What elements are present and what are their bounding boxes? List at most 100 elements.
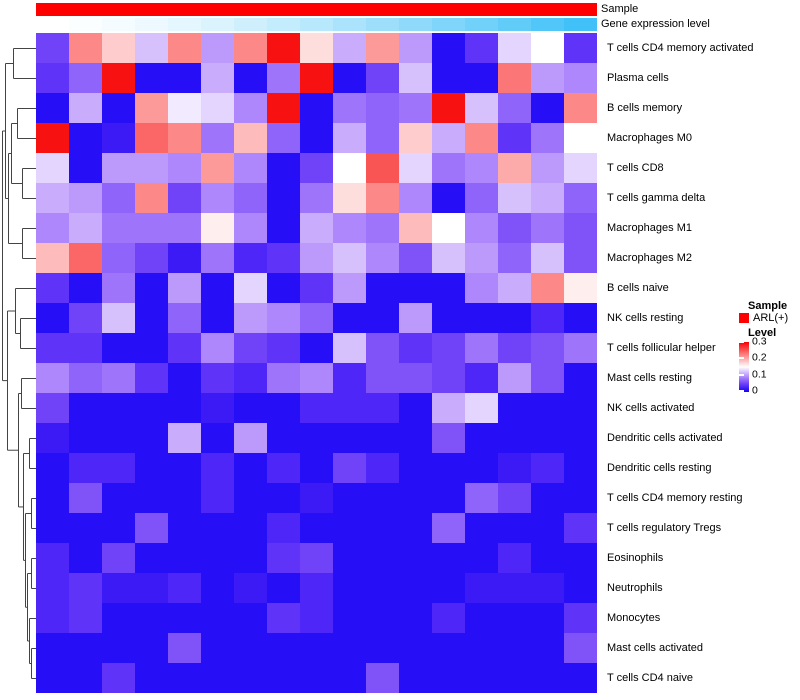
heatmap-cell <box>69 93 102 123</box>
sample-annotation-label: Sample <box>601 3 639 15</box>
heatmap-cell <box>333 63 366 93</box>
heatmap-cell <box>201 573 234 603</box>
heatmap-cell <box>399 633 432 663</box>
heatmap-cell <box>465 93 498 123</box>
heatmap-cell <box>531 153 564 183</box>
gene-expression-annotation-cell <box>432 18 465 31</box>
heatmap-cell <box>564 273 597 303</box>
heatmap-cell <box>267 663 300 693</box>
heatmap-cell <box>300 453 333 483</box>
heatmap-cell <box>234 183 267 213</box>
heatmap-cell <box>36 123 69 153</box>
heatmap-cell <box>366 243 399 273</box>
heatmap-cell <box>564 663 597 693</box>
heatmap-cell <box>234 213 267 243</box>
heatmap-cell <box>267 393 300 423</box>
heatmap-cell <box>366 483 399 513</box>
heatmap-cell <box>564 513 597 543</box>
heatmap-cell <box>465 633 498 663</box>
legend-tick-label: 0 <box>752 384 758 397</box>
row-label: Mast cells activated <box>607 642 703 654</box>
heatmap-cell <box>465 603 498 633</box>
heatmap-cell <box>36 363 69 393</box>
heatmap-cell <box>69 453 102 483</box>
heatmap-cell <box>498 633 531 663</box>
heatmap-cell <box>399 333 432 363</box>
heatmap-cell <box>36 513 69 543</box>
heatmap-cell <box>102 33 135 63</box>
heatmap-cell <box>300 573 333 603</box>
heatmap-cell <box>234 663 267 693</box>
heatmap-cell <box>564 93 597 123</box>
heatmap-cell <box>300 513 333 543</box>
heatmap-cell <box>333 303 366 333</box>
heatmap-cell <box>498 453 531 483</box>
heatmap-cell <box>531 363 564 393</box>
gene-expression-annotation-cell <box>498 18 531 31</box>
heatmap-cell <box>201 153 234 183</box>
heatmap-cell <box>399 363 432 393</box>
heatmap-cell <box>366 513 399 543</box>
heatmap-cell <box>564 543 597 573</box>
heatmap-cell <box>300 93 333 123</box>
heatmap-cell <box>36 93 69 123</box>
heatmap-cell <box>564 213 597 243</box>
heatmap-cell <box>168 633 201 663</box>
heatmap-cell <box>498 483 531 513</box>
heatmap-cell <box>333 603 366 633</box>
heatmap-cell <box>69 363 102 393</box>
heatmap-cell <box>300 543 333 573</box>
legend-level-colorbar <box>739 342 749 392</box>
heatmap-cell <box>69 393 102 423</box>
heatmap-cell <box>69 423 102 453</box>
heatmap-cell <box>234 363 267 393</box>
heatmap-cell <box>465 63 498 93</box>
heatmap-cell <box>465 213 498 243</box>
heatmap-cell <box>300 363 333 393</box>
heatmap-cell <box>432 603 465 633</box>
row-label: NK cells activated <box>607 402 695 414</box>
heatmap-cell <box>366 333 399 363</box>
heatmap-cell <box>168 93 201 123</box>
row-label: NK cells resting <box>607 312 684 324</box>
heatmap-cell <box>267 183 300 213</box>
row-label: Macrophages M2 <box>607 252 692 264</box>
heatmap-cell <box>135 663 168 693</box>
heatmap-cell <box>498 513 531 543</box>
heatmap-cell <box>531 513 564 543</box>
row-label: Neutrophils <box>607 582 663 594</box>
heatmap-cell <box>135 483 168 513</box>
heatmap-cell <box>498 603 531 633</box>
heatmap-cell <box>564 363 597 393</box>
heatmap-cell <box>432 483 465 513</box>
heatmap-cell <box>102 573 135 603</box>
heatmap-cell <box>36 63 69 93</box>
heatmap-cell <box>531 423 564 453</box>
heatmap-cell <box>531 243 564 273</box>
row-label: Plasma cells <box>607 72 669 84</box>
heatmap-cell <box>102 123 135 153</box>
row-label: Macrophages M0 <box>607 132 692 144</box>
gene-expression-annotation-cell <box>399 18 432 31</box>
heatmap-cell <box>69 543 102 573</box>
heatmap-cell <box>102 453 135 483</box>
heatmap-cell <box>498 123 531 153</box>
heatmap-cell <box>168 303 201 333</box>
legend-level-title: Level <box>748 327 777 339</box>
heatmap-cell <box>333 93 366 123</box>
heatmap-cell <box>498 153 531 183</box>
heatmap-cell <box>366 183 399 213</box>
heatmap-grid <box>36 33 597 693</box>
heatmap-cell <box>465 243 498 273</box>
heatmap-cell <box>267 273 300 303</box>
heatmap-cell <box>399 93 432 123</box>
heatmap-cell <box>531 663 564 693</box>
legend-tick-mark <box>739 341 744 343</box>
heatmap-cell <box>234 273 267 303</box>
heatmap-cell <box>168 423 201 453</box>
heatmap-cell <box>168 213 201 243</box>
heatmap-cell <box>432 33 465 63</box>
heatmap-cell <box>267 543 300 573</box>
heatmap-cell <box>135 333 168 363</box>
heatmap-cell <box>36 33 69 63</box>
